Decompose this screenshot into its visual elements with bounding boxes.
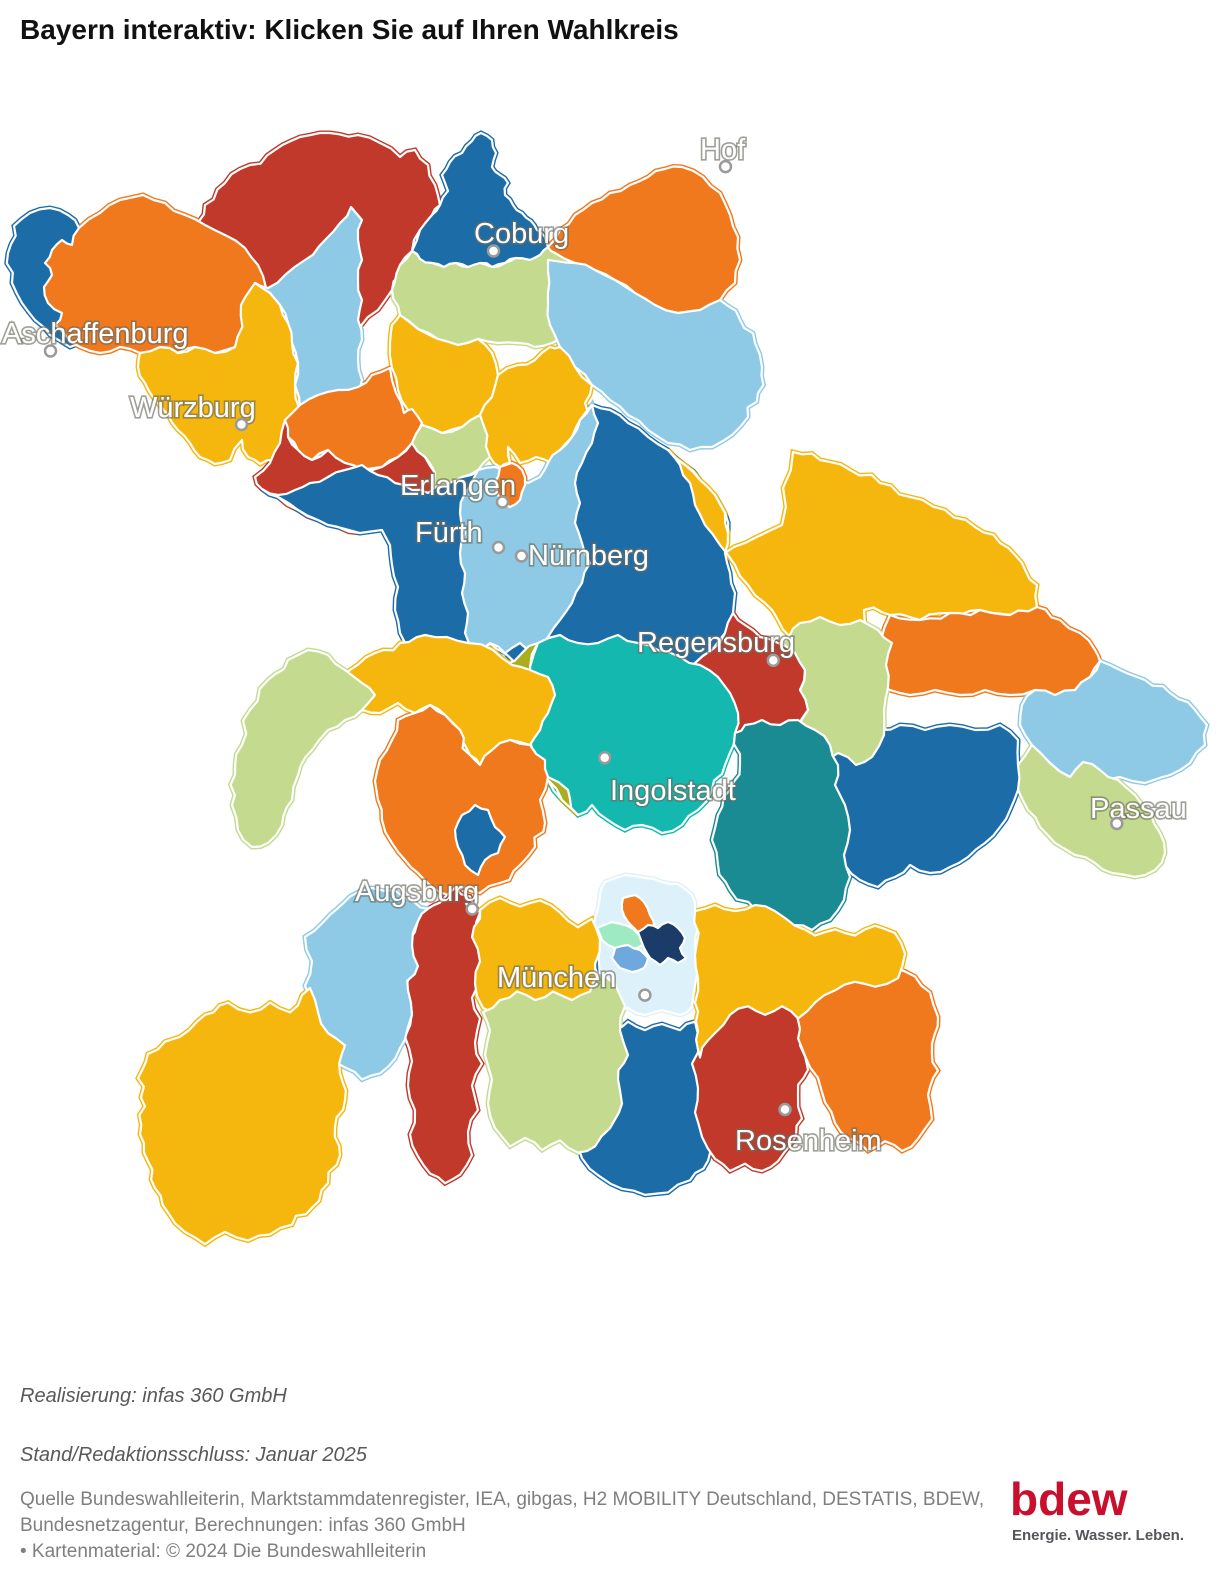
svg-text:Passau: Passau xyxy=(1090,793,1187,825)
svg-text:München: München xyxy=(497,962,616,994)
svg-text:Energie. Wasser. Leben.: Energie. Wasser. Leben. xyxy=(1012,1527,1184,1544)
svg-text:bdew: bdew xyxy=(1010,1473,1128,1525)
svg-text:Augsburg: Augsburg xyxy=(355,876,479,908)
svg-text:Nürnberg: Nürnberg xyxy=(528,540,649,572)
svg-text:Aschaffenburg: Aschaffenburg xyxy=(2,318,189,350)
svg-text:Coburg: Coburg xyxy=(474,218,569,250)
svg-text:Würzburg: Würzburg xyxy=(130,392,256,424)
svg-text:Fürth: Fürth xyxy=(415,517,483,549)
svg-text:Rosenheim: Rosenheim xyxy=(735,1125,882,1157)
svg-text:Ingolstadt: Ingolstadt xyxy=(610,775,736,807)
